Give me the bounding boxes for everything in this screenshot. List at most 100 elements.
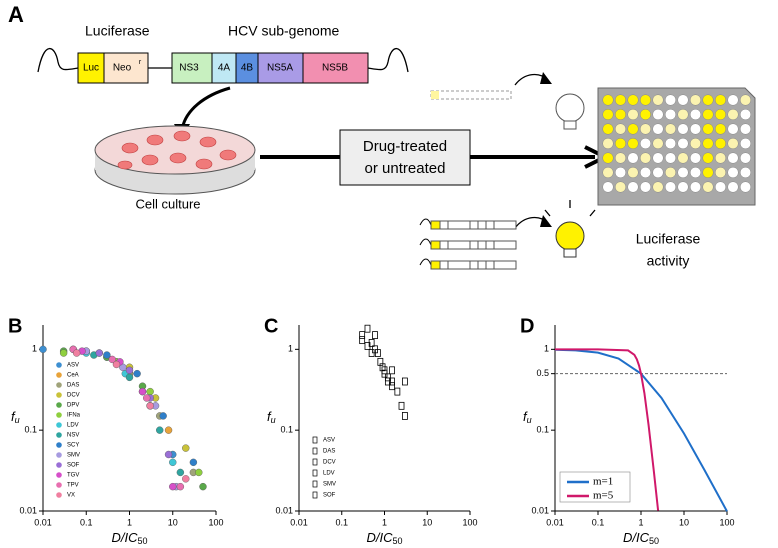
point	[125, 373, 134, 382]
x-axis-label: D/IC50	[366, 530, 402, 546]
point	[39, 345, 47, 354]
legend-marker	[312, 447, 318, 455]
x-label-sub: 50	[392, 536, 402, 546]
cells	[117, 130, 237, 170]
well	[689, 152, 702, 164]
point	[401, 412, 408, 420]
y-tick-label: 0.01	[275, 505, 293, 515]
construct-faint	[430, 90, 512, 100]
well	[627, 181, 639, 193]
well	[614, 137, 627, 150]
legend-marker	[56, 362, 62, 368]
wells	[602, 94, 752, 193]
legend-label: ASV	[323, 438, 335, 444]
label: Drug-treated	[363, 138, 447, 155]
label: Cell culture	[135, 196, 200, 211]
x-label-main: D/IC	[111, 530, 138, 545]
construct	[430, 260, 441, 270]
well	[714, 137, 727, 150]
y-tick-label: 0.01	[19, 505, 37, 515]
well	[727, 137, 739, 150]
point	[159, 412, 167, 420]
well	[664, 137, 677, 150]
point	[146, 402, 154, 410]
point	[164, 450, 173, 459]
y-label-sub: u	[15, 415, 20, 425]
x-tick-label: 100	[208, 517, 223, 527]
well	[652, 108, 664, 121]
well	[602, 166, 614, 179]
well	[602, 181, 614, 193]
legend-label: ASV	[67, 363, 79, 369]
well	[739, 137, 752, 150]
utr	[419, 258, 432, 266]
well	[677, 94, 689, 106]
x-tick-label: 0.1	[335, 517, 348, 527]
construct	[430, 220, 441, 230]
x-tick-label: 10	[422, 517, 432, 527]
well	[652, 94, 664, 106]
well	[602, 108, 614, 121]
point	[164, 426, 173, 434]
segment-label: r	[139, 59, 142, 66]
legend-marker	[56, 482, 62, 488]
x-label-main: D/IC	[366, 530, 393, 545]
x-tick-label: 100	[719, 517, 734, 527]
segment	[103, 52, 149, 84]
legend-label: CeA	[67, 373, 79, 379]
legend-marker	[312, 480, 318, 488]
segment-label: Neo	[113, 63, 132, 74]
y-tick-label: 0.5	[536, 368, 549, 378]
point	[108, 355, 116, 364]
point	[389, 377, 395, 386]
x-tick-label: 1	[382, 517, 387, 527]
construct	[430, 240, 517, 250]
well	[639, 123, 652, 135]
well	[614, 152, 627, 164]
charts: B0.01 0.1 1 10 1000.010.11D/IC50fuASVCeADASD…	[8, 315, 735, 546]
point	[176, 468, 185, 477]
point	[377, 357, 384, 366]
segment	[302, 52, 369, 84]
legend-marker	[56, 452, 62, 458]
y-axis-label: fu	[523, 409, 532, 425]
point	[389, 382, 395, 391]
point	[398, 401, 405, 410]
segment-label: 4B	[241, 63, 254, 74]
point	[138, 387, 147, 396]
well	[664, 181, 677, 193]
point	[401, 377, 408, 386]
arrow-head	[540, 72, 552, 84]
well	[702, 94, 714, 106]
x-tick-label: 0.01	[546, 517, 564, 527]
legend-marker	[56, 422, 62, 428]
well	[602, 152, 614, 164]
well	[602, 94, 614, 106]
construct	[430, 240, 441, 250]
well	[614, 181, 627, 193]
x-axis-label: D/IC50	[111, 530, 147, 546]
legend-label: SMV	[323, 482, 336, 488]
point	[103, 351, 111, 359]
series-line	[555, 348, 660, 511]
well	[639, 94, 652, 106]
well	[727, 166, 739, 179]
point	[195, 468, 203, 477]
well	[689, 108, 702, 121]
constructs	[419, 218, 517, 270]
x-tick-label: 1	[127, 517, 132, 527]
utr	[419, 218, 432, 226]
point	[389, 366, 395, 375]
segment-label: NS5B	[322, 63, 348, 74]
legend-marker	[312, 491, 318, 499]
well	[739, 152, 752, 164]
well	[627, 137, 639, 150]
panel-a: A Luciferase HCV sub-genome Luc Neo r NS…	[8, 2, 756, 270]
well	[639, 152, 652, 164]
y-tick-label: 1	[544, 344, 549, 354]
well	[702, 166, 714, 179]
panel-label: A	[8, 2, 24, 27]
well	[627, 94, 639, 106]
well	[639, 108, 652, 121]
point	[394, 387, 401, 396]
